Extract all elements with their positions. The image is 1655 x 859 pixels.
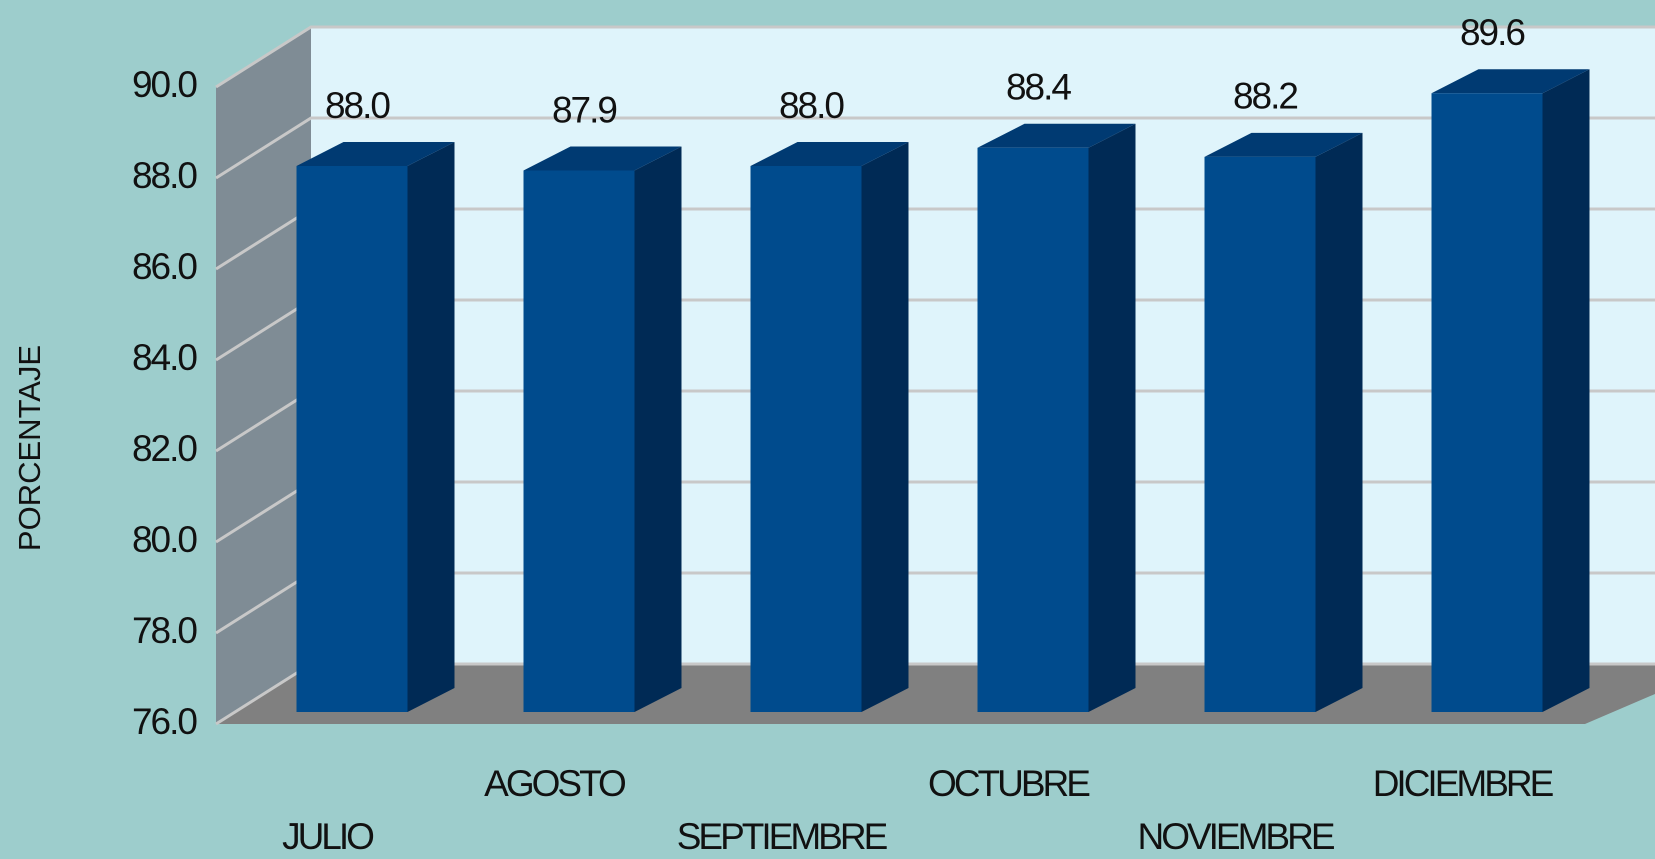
bar — [977, 123, 1136, 713]
value-label: 88.0 — [779, 85, 844, 126]
bar-front — [1204, 156, 1316, 712]
bar-side — [407, 142, 455, 712]
x-tick-label: OCTUBRE — [928, 763, 1090, 804]
bar — [750, 142, 909, 712]
value-label: 88.4 — [1006, 67, 1071, 108]
bar-top — [750, 142, 909, 166]
value-label: 88.0 — [325, 85, 390, 126]
value-label: 88.2 — [1233, 76, 1297, 117]
y-axis-title: PORCENTAJE — [12, 345, 47, 551]
y-tick-label: 80.0 — [132, 519, 197, 560]
x-tick-label: DICIEMBRE — [1373, 763, 1554, 804]
bar-side — [634, 146, 682, 713]
bar-top — [977, 123, 1136, 148]
y-tick-label: 82.0 — [132, 428, 197, 469]
x-tick-label: JULIO — [282, 816, 374, 857]
value-label: 89.6 — [1460, 12, 1524, 53]
bar-side — [1088, 123, 1136, 713]
bar — [296, 142, 455, 712]
x-tick-label: AGOSTO — [484, 763, 626, 804]
y-tick-label: 88.0 — [132, 155, 197, 196]
bar — [523, 146, 682, 713]
bar-top — [523, 146, 682, 171]
value-label: 87.9 — [552, 89, 616, 130]
bar-top — [1431, 69, 1590, 94]
bar-side — [861, 142, 909, 712]
x-tick-label: SEPTIEMBRE — [677, 816, 888, 857]
y-tick-label: 78.0 — [132, 610, 197, 651]
bar-top — [1204, 132, 1363, 157]
bar-top — [296, 142, 455, 166]
bar-front — [977, 147, 1089, 713]
y-tick-label: 84.0 — [132, 337, 197, 378]
y-tick-label: 86.0 — [132, 246, 197, 287]
bar-front — [296, 166, 408, 712]
bar — [1431, 69, 1590, 712]
y-tick-label: 76.0 — [132, 701, 197, 742]
bar-side — [1315, 132, 1363, 712]
side-wall — [216, 27, 311, 724]
bar-front — [750, 166, 862, 712]
bar — [1204, 132, 1363, 712]
bar-side — [1542, 69, 1590, 712]
y-tick-label: 90.0 — [132, 64, 197, 105]
x-tick-label: NOVIEMBRE — [1137, 816, 1334, 857]
bar-front — [523, 170, 635, 713]
grid-line — [215, 116, 1655, 180]
grid-line — [215, 25, 1655, 89]
bar-front — [1431, 93, 1543, 712]
